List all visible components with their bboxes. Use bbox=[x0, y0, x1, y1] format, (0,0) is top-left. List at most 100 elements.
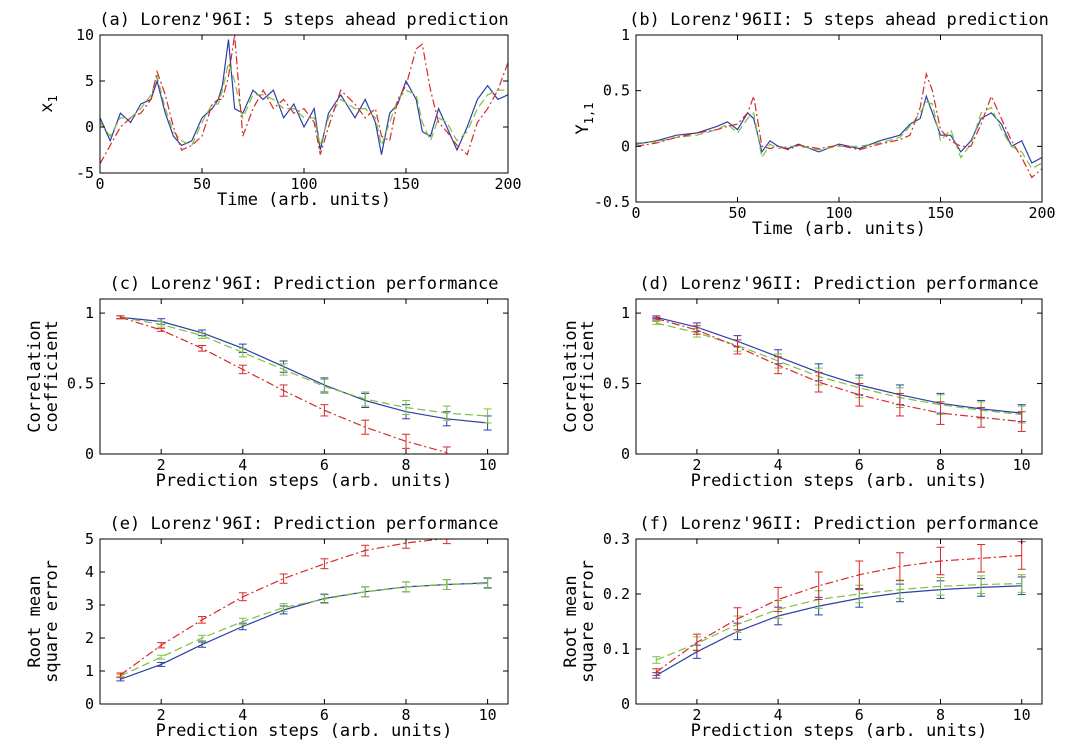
error-bar-green bbox=[320, 378, 329, 394]
error-bar-red bbox=[116, 315, 125, 320]
error-bar-red bbox=[733, 339, 742, 355]
series-line-green bbox=[120, 582, 488, 677]
x-tick-label: 100 bbox=[825, 204, 852, 222]
x-tick-label: 4 bbox=[238, 706, 247, 724]
y-axis-label-subscript: 1,1 bbox=[582, 103, 596, 125]
chart-title: (b) Lorenz'96II: 5 steps ahead predictio… bbox=[629, 10, 1049, 30]
axes-box bbox=[99, 538, 509, 705]
error-bar-red bbox=[361, 544, 370, 557]
error-bar-blue bbox=[198, 641, 206, 648]
y-tick-label: 0.3 bbox=[603, 530, 630, 548]
error-bar-red bbox=[733, 607, 742, 631]
x-axis-label: Time (arb. units) bbox=[217, 190, 391, 210]
chart-title: (c) Lorenz'96I: Prediction performance bbox=[110, 274, 499, 294]
y-axis-label-subscript: 1 bbox=[46, 95, 60, 102]
error-bar-green bbox=[279, 363, 288, 376]
series-line-red bbox=[655, 554, 1022, 673]
error-bar-red bbox=[320, 558, 329, 570]
y-tick-label: 10 bbox=[76, 26, 94, 44]
error-bar-red bbox=[198, 345, 206, 352]
x-axis-label: Prediction steps (arb. units) bbox=[691, 471, 988, 491]
y-axis-label: Root mean bbox=[25, 575, 45, 667]
x-tick-label: 200 bbox=[494, 175, 521, 193]
y-tick-label: 0 bbox=[621, 137, 630, 155]
x-tick-label: 10 bbox=[1013, 706, 1031, 724]
chart-title: (d) Lorenz'96II: Prediction performance bbox=[639, 274, 1038, 294]
error-bar-red bbox=[279, 384, 288, 397]
chart-e: 2 4 6 8 10 0 1 2 3 4 5 (e) Lorenz'96I: Prediction p… bbox=[25, 514, 509, 741]
error-bar-red bbox=[442, 539, 451, 545]
chart-c: 2 4 6 8 10 0 0.5 1 (c) Lorenz'96I: Prediction pe… bbox=[25, 274, 509, 491]
y-tick-label: 1 bbox=[85, 304, 94, 322]
series-line-blue bbox=[120, 582, 488, 680]
error-bar-red bbox=[157, 328, 166, 332]
error-bar-red bbox=[855, 383, 864, 407]
y-tick-label: 0 bbox=[621, 445, 630, 463]
y-axis-label-line2: coefficient bbox=[578, 320, 598, 433]
y-tick-label: 1 bbox=[85, 662, 94, 680]
x-tick-label: 6 bbox=[855, 456, 864, 474]
error-bar-red bbox=[774, 356, 783, 375]
x-tick-label: 200 bbox=[1028, 204, 1055, 222]
error-bar-red bbox=[692, 325, 701, 335]
chart-f: 2 4 6 8 10 0 0.1 0.2 0.3 (f) Lorenz'96II: Predict… bbox=[561, 514, 1043, 741]
y-tick-label: 5 bbox=[85, 72, 94, 90]
y-tick-label: 0.1 bbox=[603, 640, 630, 658]
chart-title: (f) Lorenz'96II: Prediction performance bbox=[639, 514, 1038, 534]
error-bar-green bbox=[652, 656, 661, 664]
x-tick-label: 4 bbox=[238, 456, 247, 474]
error-bar-red bbox=[814, 371, 823, 393]
series-line-green bbox=[636, 101, 1042, 170]
y-tick-label: 0 bbox=[85, 118, 94, 136]
error-bar-green bbox=[157, 654, 166, 660]
y-tick-label: -0.5 bbox=[594, 193, 630, 211]
error-bar-red bbox=[157, 642, 166, 649]
error-bar-green bbox=[279, 603, 288, 613]
y-tick-label: 5 bbox=[85, 530, 94, 548]
x-tick-label: 2 bbox=[157, 706, 166, 724]
error-bar-red bbox=[652, 316, 661, 321]
series-line-blue bbox=[656, 316, 1022, 414]
plot-data bbox=[100, 35, 508, 165]
chart-b: 0 50 100 150 200-0.500.51(b) Lorenz'96II: 5 … bbox=[573, 10, 1056, 239]
error-bar-red bbox=[238, 592, 247, 602]
error-bar-red bbox=[442, 446, 451, 454]
error-bar-green bbox=[361, 586, 370, 598]
y-axis-label: x1 bbox=[37, 95, 60, 112]
x-axis-label: Prediction steps (arb. units) bbox=[691, 721, 988, 741]
y-axis-label: Correlation bbox=[561, 320, 581, 433]
y-axis-label: Root mean bbox=[561, 575, 581, 667]
y-tick-label: 2 bbox=[85, 629, 94, 647]
axes-box bbox=[99, 298, 509, 455]
plot-data bbox=[652, 315, 1026, 432]
x-tick-label: 150 bbox=[927, 204, 954, 222]
error-bar-green bbox=[442, 579, 451, 590]
y-axis-label-line2: square error bbox=[578, 560, 598, 683]
error-bar-red bbox=[814, 571, 823, 600]
error-bar-green bbox=[483, 578, 492, 589]
chart-d: 2 4 6 8 10 0 0.5 1 (d) Lorenz'96II: Prediction p… bbox=[561, 274, 1043, 491]
x-tick-label: 150 bbox=[392, 175, 419, 193]
y-axis-label: Y1,1 bbox=[573, 103, 596, 135]
y-tick-label: 0 bbox=[621, 695, 630, 713]
error-bar-red bbox=[402, 433, 410, 449]
x-tick-label: 10 bbox=[479, 456, 497, 474]
error-bar-green bbox=[198, 634, 206, 642]
series-line-blue bbox=[655, 585, 1022, 676]
series-line-green bbox=[120, 316, 488, 417]
y-tick-label: -5 bbox=[76, 164, 94, 182]
error-bar-red bbox=[895, 552, 904, 581]
x-tick-label: 100 bbox=[290, 175, 317, 193]
y-tick-label: 0 bbox=[85, 445, 94, 463]
x-axis-label: Prediction steps (arb. units) bbox=[156, 721, 453, 741]
error-bar-red bbox=[895, 392, 904, 417]
error-bar-green bbox=[238, 347, 247, 358]
error-bar-green bbox=[157, 321, 166, 328]
x-tick-label: 8 bbox=[401, 706, 410, 724]
y-axis-label-line2: coefficient bbox=[42, 320, 62, 433]
y-tick-label: 0.5 bbox=[67, 375, 94, 393]
error-bar-red bbox=[361, 419, 370, 435]
error-bar-green bbox=[238, 617, 247, 626]
